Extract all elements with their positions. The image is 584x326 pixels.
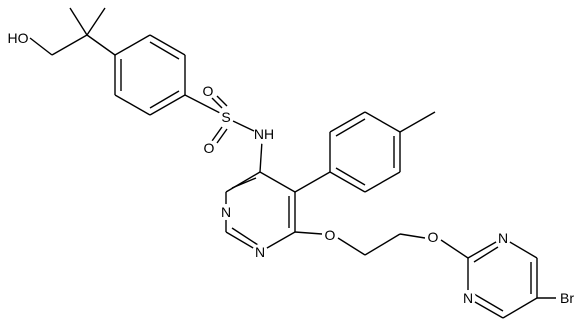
atom-label: N bbox=[255, 244, 265, 260]
bonds bbox=[29, 7, 556, 319]
atom-label: O bbox=[204, 140, 215, 156]
atom-label: N bbox=[498, 230, 508, 246]
atom-label: S bbox=[221, 109, 230, 125]
atom-label: N bbox=[221, 204, 231, 220]
atom-label: O bbox=[203, 83, 214, 99]
atom-label: N bbox=[463, 290, 473, 306]
atom-label: NH bbox=[254, 126, 274, 142]
atom-label: HO bbox=[8, 30, 29, 46]
atom-label: Br bbox=[560, 290, 574, 306]
atom-labels: HO S O O NH N N O O N N Br bbox=[7, 27, 577, 308]
atom-label: O bbox=[325, 227, 336, 243]
atom-label: O bbox=[428, 229, 439, 245]
